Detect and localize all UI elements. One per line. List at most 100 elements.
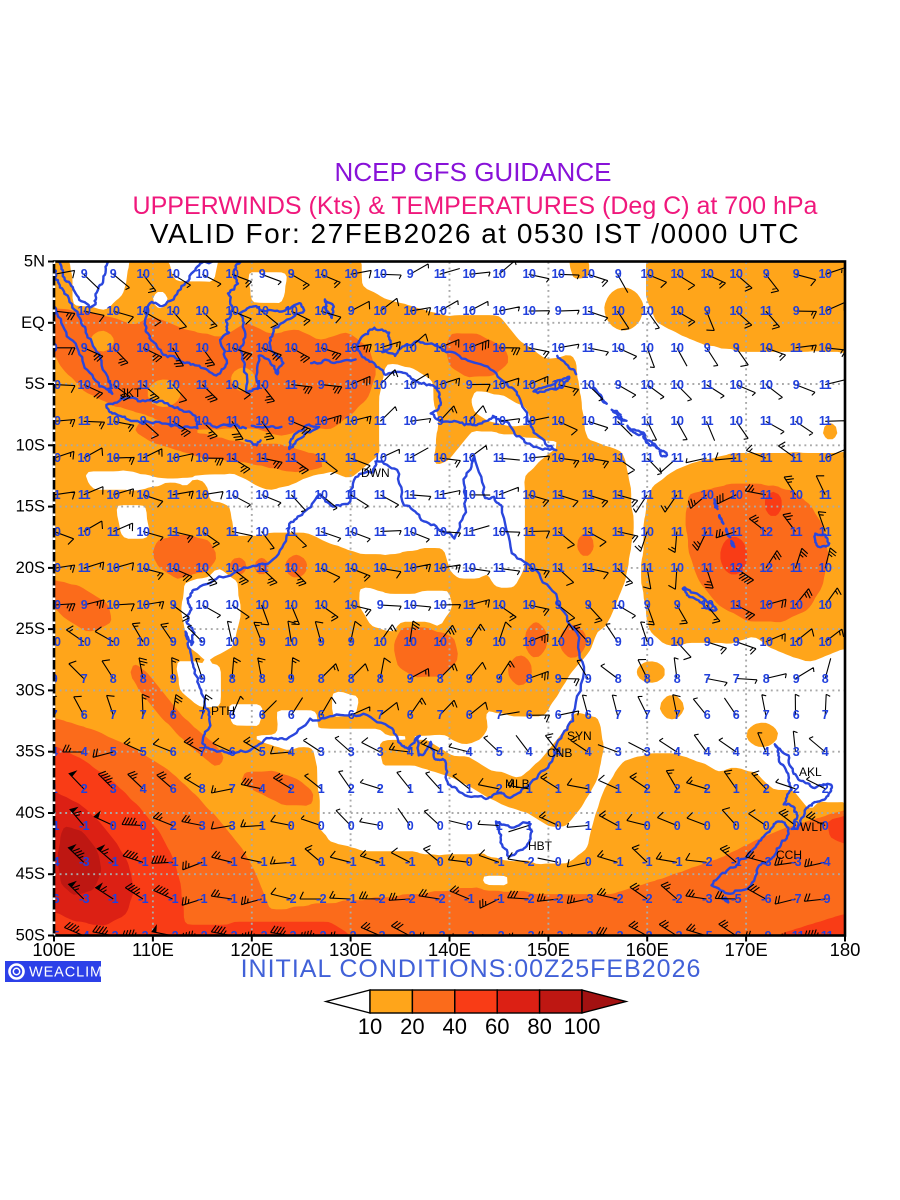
svg-text:11: 11	[285, 525, 298, 539]
svg-text:12: 12	[760, 525, 773, 539]
svg-text:10: 10	[167, 378, 180, 392]
svg-text:10: 10	[434, 635, 447, 649]
svg-text:10: 10	[671, 378, 684, 392]
svg-text:-2: -2	[642, 929, 653, 943]
svg-text:-3: -3	[524, 929, 535, 943]
svg-text:9: 9	[170, 672, 177, 686]
svg-text:6: 6	[170, 782, 177, 796]
svg-text:11: 11	[137, 378, 150, 392]
svg-text:-1: -1	[197, 855, 208, 869]
svg-text:6: 6	[585, 708, 592, 722]
svg-text:9: 9	[763, 267, 770, 281]
svg-text:7: 7	[140, 708, 147, 722]
svg-text:-9: -9	[820, 892, 831, 906]
svg-text:10: 10	[167, 304, 180, 318]
svg-text:CCH: CCH	[776, 848, 802, 862]
svg-text:2: 2	[674, 782, 681, 796]
svg-text:10: 10	[256, 304, 269, 318]
svg-text:11: 11	[493, 488, 506, 502]
svg-text:11: 11	[196, 378, 209, 392]
svg-text:11: 11	[671, 525, 684, 539]
svg-text:5: 5	[140, 745, 147, 759]
svg-text:10: 10	[48, 561, 61, 575]
svg-text:5N: 5N	[24, 253, 45, 271]
svg-text:HBT: HBT	[528, 839, 553, 853]
svg-text:8: 8	[763, 672, 770, 686]
svg-text:10: 10	[523, 635, 536, 649]
svg-text:10: 10	[315, 488, 328, 502]
svg-text:4: 4	[51, 745, 58, 759]
svg-text:11: 11	[819, 378, 832, 392]
svg-text:-4: -4	[79, 929, 90, 943]
svg-text:10: 10	[493, 378, 506, 392]
svg-text:11: 11	[523, 341, 536, 355]
svg-text:6: 6	[170, 708, 177, 722]
svg-text:10: 10	[641, 635, 654, 649]
svg-text:10: 10	[48, 635, 61, 649]
svg-text:7: 7	[81, 672, 88, 686]
svg-text:1: 1	[51, 782, 58, 796]
svg-text:-2: -2	[494, 929, 505, 943]
svg-text:10: 10	[404, 635, 417, 649]
svg-text:9: 9	[496, 672, 503, 686]
svg-text:9: 9	[288, 672, 295, 686]
svg-text:11: 11	[374, 414, 387, 428]
svg-text:3: 3	[199, 819, 206, 833]
svg-text:10: 10	[819, 451, 832, 465]
svg-text:10: 10	[374, 304, 387, 318]
svg-text:8: 8	[110, 672, 117, 686]
svg-text:9: 9	[110, 267, 117, 281]
svg-text:11: 11	[374, 488, 387, 502]
svg-text:-2: -2	[672, 892, 683, 906]
svg-text:9: 9	[259, 635, 266, 649]
svg-text:160E: 160E	[626, 939, 669, 960]
svg-text:0: 0	[140, 819, 147, 833]
svg-text:-5: -5	[49, 929, 60, 943]
svg-text:10: 10	[493, 341, 506, 355]
svg-text:9: 9	[674, 598, 681, 612]
svg-text:10: 10	[790, 598, 803, 612]
svg-text:11: 11	[701, 525, 714, 539]
svg-text:10: 10	[552, 267, 565, 281]
svg-text:20S: 20S	[16, 559, 45, 577]
svg-text:-2: -2	[524, 892, 535, 906]
svg-text:8: 8	[348, 672, 355, 686]
svg-text:40S: 40S	[16, 804, 45, 822]
svg-text:10: 10	[760, 635, 773, 649]
svg-text:2: 2	[377, 782, 384, 796]
svg-text:10: 10	[730, 488, 743, 502]
svg-text:-3: -3	[227, 929, 238, 943]
svg-text:10: 10	[226, 341, 239, 355]
svg-text:10: 10	[48, 525, 61, 539]
svg-text:10: 10	[404, 598, 417, 612]
svg-text:10: 10	[523, 304, 536, 318]
svg-text:4: 4	[259, 782, 266, 796]
svg-text:11: 11	[404, 451, 417, 465]
svg-text:10: 10	[137, 304, 150, 318]
svg-text:10: 10	[226, 488, 239, 502]
svg-text:-3: -3	[761, 855, 772, 869]
svg-text:10: 10	[196, 341, 209, 355]
svg-text:11: 11	[701, 561, 714, 575]
svg-text:4: 4	[81, 745, 88, 759]
svg-text:11: 11	[107, 525, 120, 539]
svg-text:6: 6	[526, 708, 533, 722]
svg-text:-1: -1	[494, 892, 505, 906]
svg-text:0: 0	[288, 819, 295, 833]
svg-text:9: 9	[704, 341, 711, 355]
svg-text:1: 1	[555, 782, 562, 796]
svg-text:0: 0	[674, 819, 681, 833]
svg-text:10: 10	[315, 414, 328, 428]
svg-text:9: 9	[288, 414, 295, 428]
svg-text:-2: -2	[702, 855, 713, 869]
svg-text:7: 7	[110, 708, 117, 722]
svg-text:10: 10	[374, 451, 387, 465]
svg-text:7: 7	[822, 708, 829, 722]
svg-text:10: 10	[48, 414, 61, 428]
svg-text:10: 10	[196, 414, 209, 428]
svg-text:2: 2	[496, 782, 503, 796]
svg-text:9: 9	[466, 635, 473, 649]
svg-text:10: 10	[701, 488, 714, 502]
svg-text:3: 3	[377, 745, 384, 759]
svg-text:11: 11	[552, 525, 565, 539]
